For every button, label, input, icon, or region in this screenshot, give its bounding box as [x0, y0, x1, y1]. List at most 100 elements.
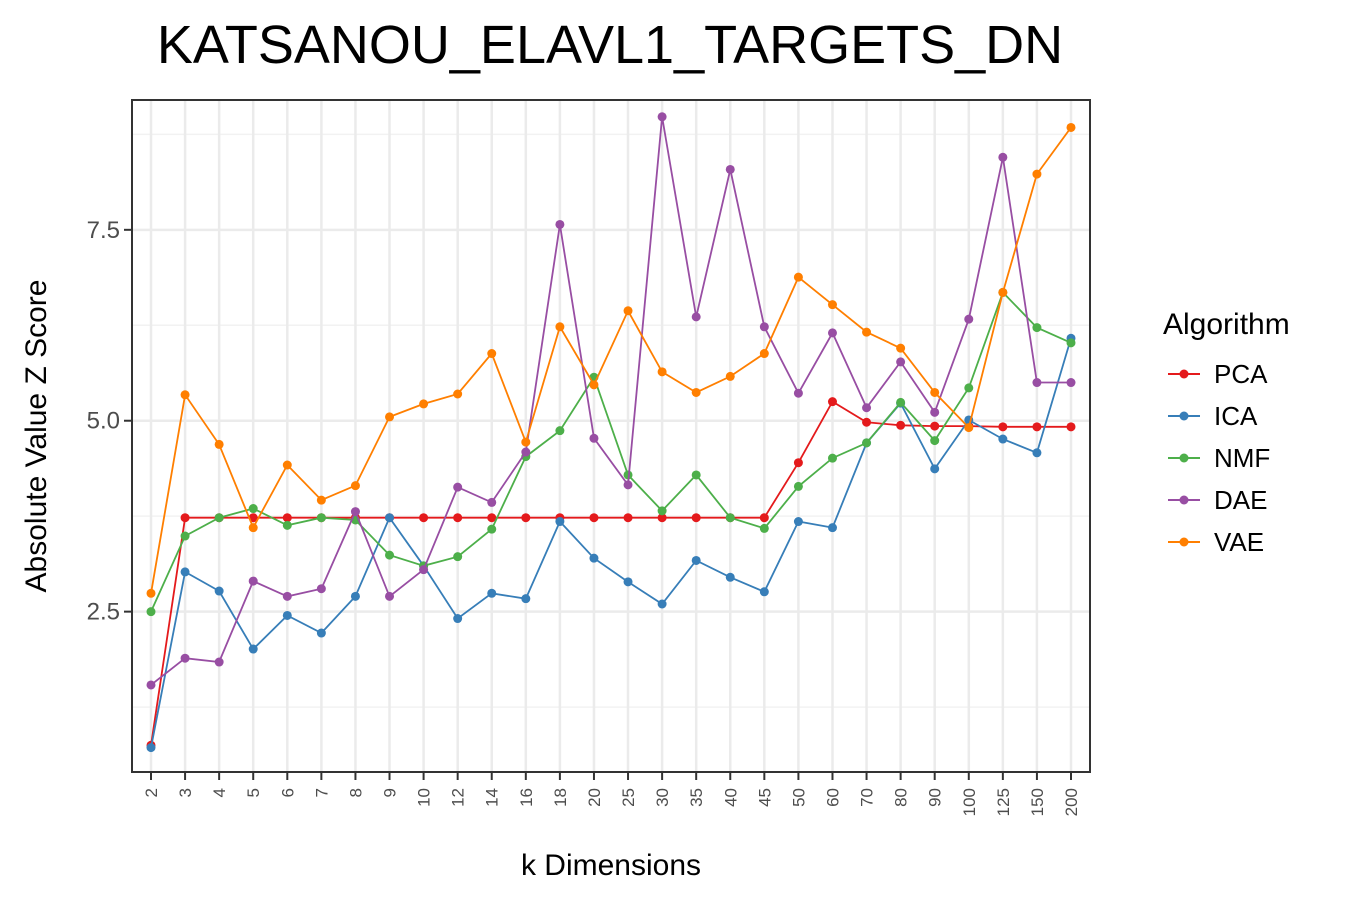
data-point-nmf: [146, 607, 156, 617]
data-point-pca: [453, 513, 463, 523]
data-point-ica: [385, 513, 395, 523]
data-point-dae: [657, 112, 667, 122]
x-tick-label: 40: [721, 788, 740, 807]
legend-swatch-point: [1179, 537, 1189, 547]
x-tick-label: 70: [858, 788, 877, 807]
data-point-dae: [896, 357, 906, 367]
data-point-ica: [1032, 448, 1042, 458]
data-point-ica: [657, 599, 667, 609]
data-point-pca: [487, 513, 497, 523]
data-point-ica: [214, 586, 224, 596]
x-tick-label: 3: [176, 788, 195, 797]
data-point-dae: [453, 482, 463, 492]
data-point-dae: [385, 591, 395, 601]
data-point-pca: [657, 513, 667, 523]
x-tick-label: 7: [312, 788, 331, 797]
data-point-dae: [1032, 378, 1042, 388]
x-tick-label: 10: [415, 788, 434, 807]
x-tick-label: 5: [244, 788, 263, 797]
data-point-nmf: [964, 383, 974, 393]
data-point-vae: [725, 371, 735, 381]
y-tick-label: 2.5: [87, 599, 120, 626]
data-point-nmf: [793, 481, 803, 491]
series-dae: [146, 112, 1076, 690]
x-tick-label: 100: [960, 788, 979, 816]
x-axis-title: k Dimensions: [521, 849, 701, 882]
data-point-nmf: [214, 513, 224, 523]
data-point-vae: [282, 460, 292, 470]
series-line-vae: [150, 126, 1072, 594]
legend-label: PCA: [1214, 359, 1268, 389]
data-point-ica: [793, 517, 803, 527]
data-point-nmf: [827, 453, 837, 463]
x-tick-label: 2: [142, 788, 161, 797]
data-point-ica: [487, 588, 497, 598]
legend-key-dae: DAE: [1168, 485, 1267, 515]
data-point-dae: [1066, 378, 1076, 388]
data-point-nmf: [1032, 323, 1042, 333]
legend-label: VAE: [1214, 527, 1264, 557]
data-point-nmf: [725, 513, 735, 523]
x-tick-label: 60: [823, 788, 842, 807]
data-point-pca: [862, 417, 872, 427]
data-point-dae: [998, 152, 1008, 162]
data-point-nmf: [248, 504, 258, 514]
series-layer: [146, 112, 1076, 753]
data-point-vae: [555, 322, 565, 332]
data-point-vae: [385, 412, 395, 422]
legend-label: ICA: [1214, 401, 1258, 431]
data-point-nmf: [316, 513, 326, 523]
x-tick-label: 4: [210, 788, 229, 797]
data-point-dae: [146, 680, 156, 690]
data-point-pca: [759, 513, 769, 523]
data-point-pca: [282, 513, 292, 523]
data-point-dae: [589, 433, 599, 443]
data-point-nmf: [487, 524, 497, 534]
x-tick-label: 20: [585, 788, 604, 807]
data-point-nmf: [385, 550, 395, 560]
data-point-vae: [827, 300, 837, 310]
y-tick-label: 5.0: [87, 408, 120, 435]
data-point-pca: [793, 458, 803, 468]
x-tick-label: 150: [1028, 788, 1047, 816]
data-point-ica: [759, 587, 769, 597]
chart-title: KATSANOU_ELAVL1_TARGETS_DN: [157, 15, 1063, 75]
series-line-nmf: [150, 290, 1072, 612]
data-point-vae: [1066, 122, 1076, 132]
x-tick-label: 45: [755, 788, 774, 807]
data-point-dae: [725, 164, 735, 174]
data-point-dae: [964, 314, 974, 324]
legend-key-ica: ICA: [1168, 401, 1258, 431]
data-point-nmf: [930, 436, 940, 446]
data-point-pca: [827, 397, 837, 407]
data-point-pca: [180, 513, 190, 523]
data-point-nmf: [453, 552, 463, 562]
x-tick-label: 6: [278, 788, 297, 797]
data-point-vae: [453, 389, 463, 399]
y-axis-title: Absolute Value Z Score: [20, 280, 53, 593]
data-point-vae: [214, 439, 224, 449]
x-tick-label: 18: [551, 788, 570, 807]
legend-swatch-point: [1179, 453, 1189, 463]
data-point-nmf: [282, 520, 292, 530]
data-point-pca: [521, 513, 531, 523]
x-tick-label: 35: [687, 788, 706, 807]
data-point-pca: [896, 420, 906, 430]
legend-label: NMF: [1214, 443, 1270, 473]
data-point-dae: [487, 497, 497, 507]
x-axis: 2 3 4 5 6 7 8 9 10 12 14 16 18 20 25 30 35 40 45 50 60 70 80 90…: [142, 772, 1081, 816]
data-point-vae: [930, 387, 940, 397]
data-point-vae: [350, 481, 360, 491]
data-point-ica: [180, 567, 190, 577]
data-point-ica: [248, 644, 258, 654]
y-axis: 2.5 5.0 7.5: [87, 217, 132, 626]
data-point-dae: [691, 312, 701, 322]
data-point-ica: [623, 577, 633, 587]
data-point-dae: [793, 388, 803, 398]
data-point-nmf: [1066, 338, 1076, 348]
data-point-vae: [487, 349, 497, 359]
data-point-pca: [1066, 422, 1076, 432]
data-point-pca: [1032, 422, 1042, 432]
x-tick-label: 16: [517, 788, 536, 807]
